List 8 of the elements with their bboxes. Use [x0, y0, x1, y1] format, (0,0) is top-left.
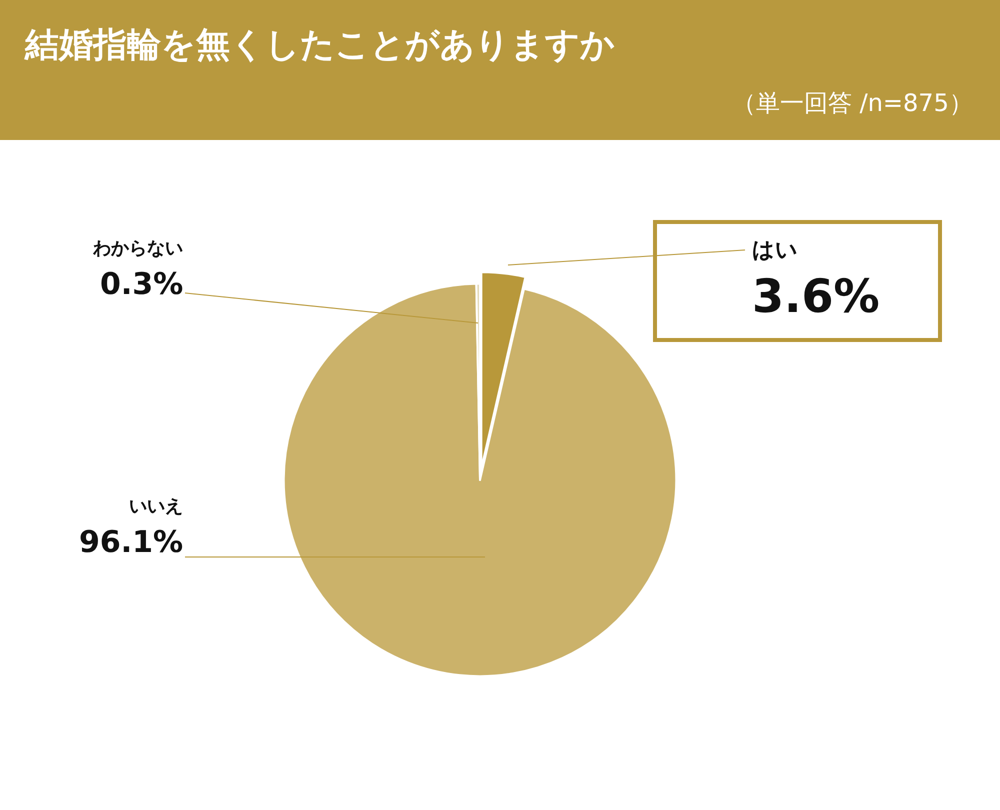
- slice-label: わからない: [92, 238, 183, 259]
- chart-subtitle: （単一回答 /n=875）: [732, 89, 973, 117]
- data-label: 3.6%: [752, 269, 880, 323]
- slice-label: はい: [752, 238, 798, 263]
- data-label: 0.3%: [100, 267, 184, 302]
- slice-label: いいえ: [129, 496, 183, 517]
- chart-title: 結婚指輪を無くしたことがありますか: [24, 25, 615, 65]
- data-label: 96.1%: [79, 525, 184, 560]
